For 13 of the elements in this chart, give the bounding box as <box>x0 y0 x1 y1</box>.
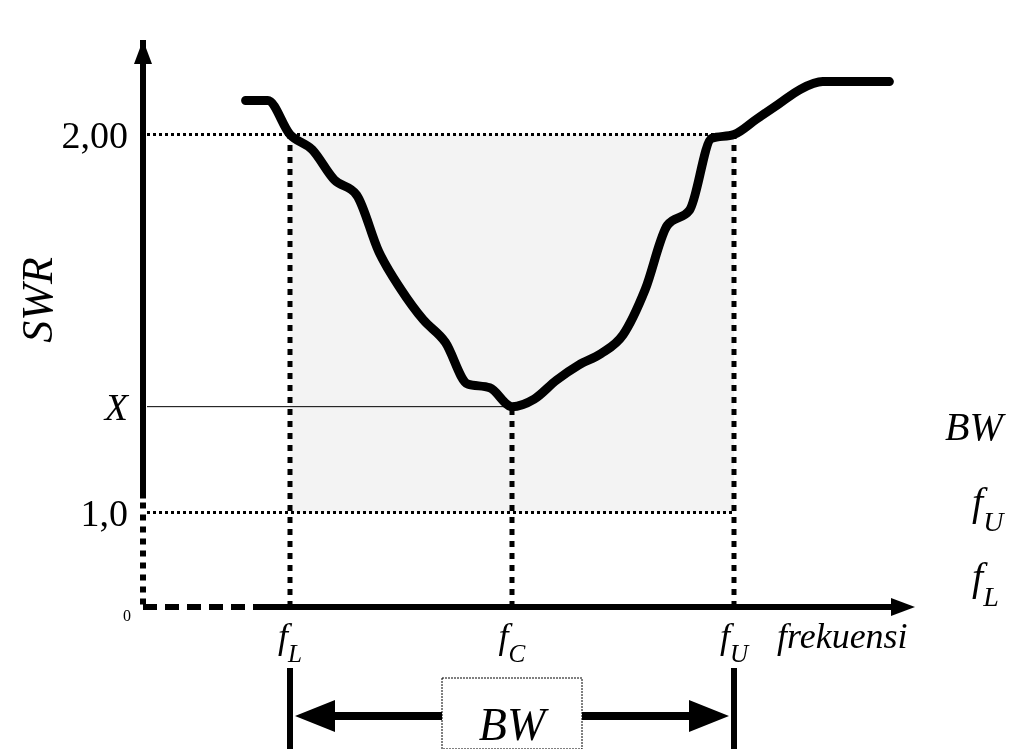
x-tick-label: f$_{L}$ <box>277 616 303 667</box>
y-tick-label: X <box>102 385 130 428</box>
y-tick-label: 1,0 <box>80 491 128 534</box>
text: BW <box>945 404 1007 449</box>
y-axis-title: SWR <box>13 257 62 343</box>
text: 0 <box>123 606 131 624</box>
text: BW <box>478 699 549 749</box>
x-tick-label: f$_{U}$ <box>719 616 750 667</box>
y-tick-label: 2,00 <box>61 113 128 156</box>
text: f$_{U}$ <box>972 479 1006 537</box>
x-tick-label: f$_{C}$ <box>498 616 527 667</box>
x-axis-title: frekuensi <box>777 616 908 656</box>
text: f$_{L}$ <box>972 554 999 612</box>
